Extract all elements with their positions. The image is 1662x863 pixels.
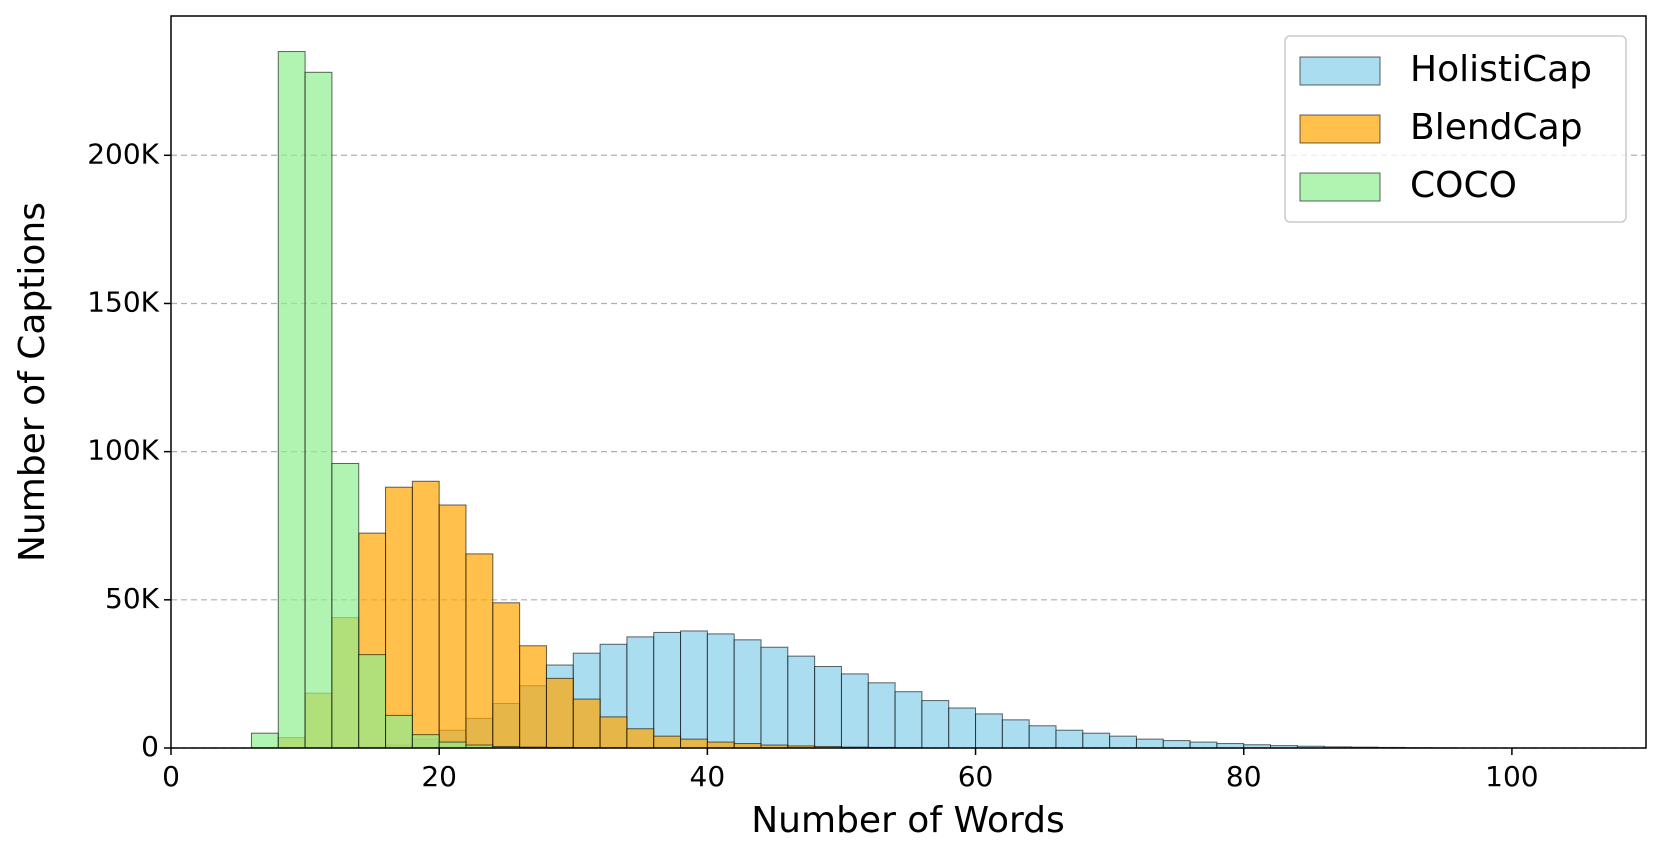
- bar: [599, 716, 628, 749]
- bar: [465, 553, 494, 749]
- bar: [1001, 719, 1030, 749]
- y-tick-label: 50K: [105, 582, 160, 615]
- bar: [250, 732, 279, 749]
- bar: [277, 51, 306, 749]
- bar: [626, 728, 655, 749]
- y-tick-label: 200K: [87, 137, 159, 170]
- bar: [653, 735, 682, 749]
- y-tick-label: 150K: [87, 285, 159, 318]
- bar: [331, 462, 360, 749]
- x-tick-label: 40: [690, 760, 726, 793]
- bar: [948, 707, 977, 749]
- bar: [1135, 738, 1164, 749]
- bar: [867, 682, 896, 749]
- x-tick-label: 60: [958, 760, 994, 793]
- bar: [385, 714, 413, 749]
- bar: [385, 486, 413, 749]
- legend-label: HolistiCap: [1410, 49, 1592, 90]
- bar: [975, 713, 1003, 749]
- bar: [358, 654, 387, 749]
- legend-swatch: [1299, 172, 1381, 202]
- y-tick-label: 0: [141, 730, 159, 763]
- bar: [840, 673, 869, 749]
- bar: [1055, 729, 1084, 749]
- plot-frame: [170, 15, 1647, 749]
- bar: [706, 741, 735, 749]
- bar: [1082, 732, 1111, 749]
- bar: [572, 698, 601, 749]
- x-tick-label: 80: [1226, 760, 1262, 793]
- bar: [411, 734, 440, 749]
- legend-label: COCO: [1410, 165, 1517, 206]
- bar: [921, 700, 950, 749]
- bar: [1028, 725, 1057, 749]
- y-axis-label: Number of Captions: [12, 202, 53, 562]
- x-tick-label: 100: [1485, 760, 1538, 793]
- bar: [519, 645, 547, 749]
- bar: [680, 630, 708, 749]
- bar: [706, 633, 735, 749]
- bar: [1189, 741, 1218, 749]
- legend-swatch: [1299, 56, 1381, 86]
- legend-swatch: [1299, 114, 1381, 144]
- bar: [438, 741, 467, 749]
- bar: [1109, 735, 1137, 749]
- bar: [787, 655, 816, 749]
- bar: [1162, 740, 1191, 749]
- bar: [411, 480, 440, 749]
- bar: [814, 666, 842, 749]
- bar: [680, 738, 708, 749]
- bar: [733, 639, 762, 749]
- bar: [545, 677, 574, 749]
- bar: [894, 691, 923, 749]
- bar: [492, 602, 521, 749]
- bar: [760, 646, 789, 749]
- legend-label: BlendCap: [1410, 107, 1583, 148]
- x-axis-label: Number of Words: [751, 800, 1065, 841]
- x-tick-label: 20: [421, 760, 457, 793]
- bar: [653, 631, 682, 749]
- x-tick-label: 0: [162, 760, 180, 793]
- bar: [304, 71, 333, 749]
- y-tick-label: 100K: [87, 434, 159, 467]
- bar: [438, 504, 467, 749]
